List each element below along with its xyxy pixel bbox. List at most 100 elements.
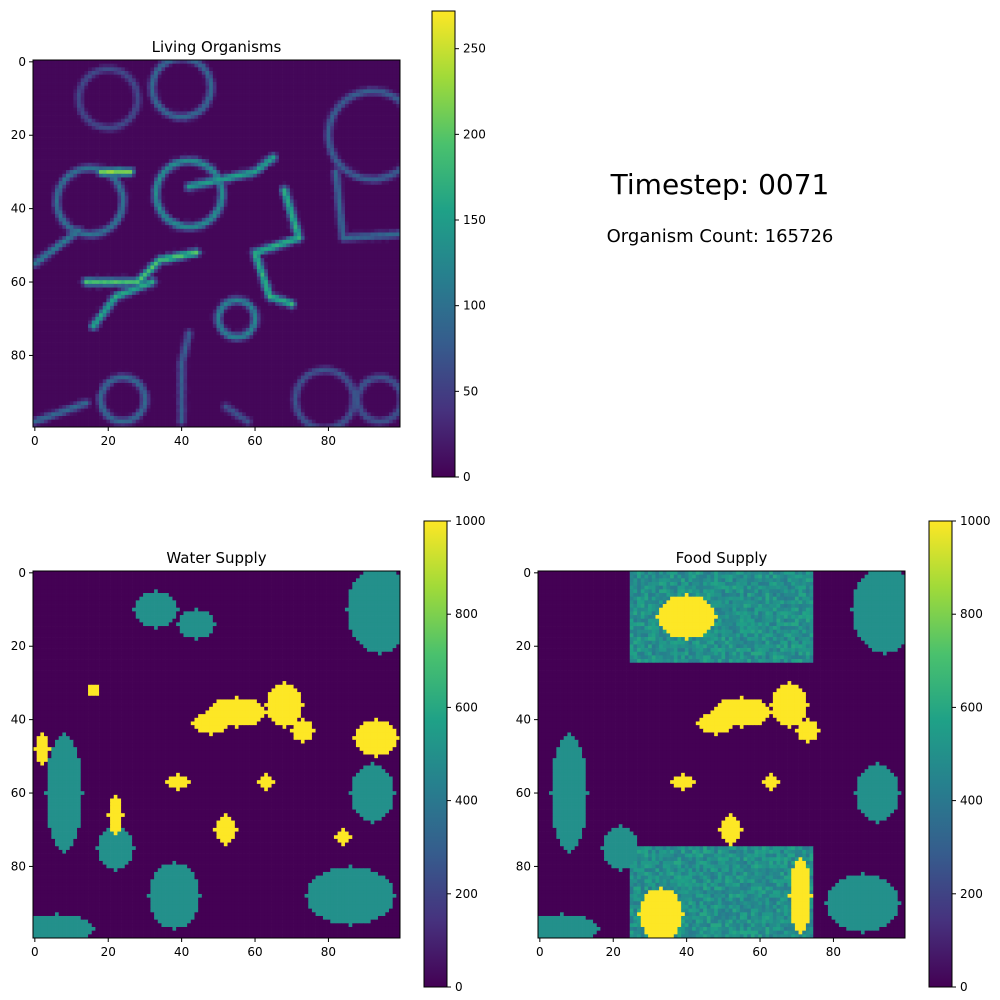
heatmap-cell [183,181,188,186]
heatmap-cell [84,100,89,105]
heatmap-cell [165,236,170,241]
heatmap-cell [212,214,217,219]
heatmap-cell [139,217,144,222]
heatmap-cell [377,225,382,230]
heatmap-cell [172,78,177,83]
heatmap-cell [44,195,49,200]
heatmap-cell [286,137,291,142]
heatmap-cell [260,188,265,193]
heatmap-cell [289,89,294,94]
heatmap-cell [190,71,195,76]
heatmap-cell [333,96,338,101]
heatmap-cell [88,82,93,87]
heatmap-cell [282,177,287,182]
heatmap-cell [216,170,221,175]
heatmap-cell [139,63,144,68]
heatmap-cell [337,192,342,197]
heatmap-cell [154,133,159,138]
heatmap-cell [315,162,320,167]
heatmap-cell [289,133,294,138]
heatmap-cell [113,177,118,182]
heatmap-cell [242,93,247,98]
heatmap-cell [388,166,394,171]
heatmap-cell [282,144,287,149]
heatmap-cell [231,140,236,145]
heatmap-cell [88,232,93,237]
heatmap-cell [396,111,401,116]
heatmap-cell [106,166,111,171]
heatmap-cell [278,162,283,167]
heatmap-cell [322,140,327,145]
heatmap-cell [297,177,302,182]
heatmap-cell [220,74,225,79]
heatmap-cell [275,221,280,226]
heatmap-cell [330,188,335,193]
heatmap-cell [135,151,140,156]
heatmap-cell [150,225,155,230]
heatmap-cell [293,96,298,101]
heatmap-cell [300,137,305,142]
heatmap-cell [55,100,60,105]
heatmap-cell [161,155,166,160]
heatmap-cell [146,104,151,109]
heatmap-cell [132,63,137,68]
heatmap-cell [275,129,280,134]
heatmap-cell [392,115,397,120]
heatmap-cell [260,151,265,156]
heatmap-cell [278,188,283,193]
heatmap-cell [300,126,305,131]
heatmap-cell [95,195,100,200]
heatmap-cell [117,74,122,79]
heatmap-cell [73,63,78,68]
heatmap-cell [381,129,386,134]
heatmap-cell [260,111,265,116]
heatmap-cell [223,67,228,72]
heatmap-cell [223,74,228,79]
heatmap-cell [370,107,375,112]
heatmap-cell [179,239,184,244]
heatmap-cell [198,129,203,134]
heatmap-cell [157,148,162,153]
heatmap-cell [77,74,82,79]
heatmap-cell [99,162,104,167]
heatmap-cell [95,111,100,116]
heatmap-cell [132,60,137,65]
heatmap-cell [238,206,243,211]
heatmap-cell [77,155,82,160]
heatmap-cell [337,126,342,131]
heatmap-cell [113,118,118,123]
heatmap-cell [80,118,85,123]
heatmap-cell [88,78,93,83]
heatmap-cell [264,155,269,160]
heatmap-cell [264,93,269,98]
heatmap-cell [62,140,67,145]
heatmap-cell [150,232,155,237]
heatmap-cell [209,71,214,76]
heatmap-cell [333,232,338,237]
heatmap-cell [95,206,100,211]
heatmap-cell [124,85,129,90]
heatmap-cell [66,137,71,142]
heatmap-cell [326,122,331,127]
heatmap-cell [183,140,188,145]
heatmap-cell [326,192,331,197]
heatmap-cell [66,111,71,116]
heatmap-cell [245,122,250,127]
heatmap-cell [73,85,78,90]
heatmap-cell [44,199,49,204]
heatmap-cell [80,170,85,175]
heatmap-cell [69,60,74,65]
heatmap-cell [201,181,206,186]
heatmap-cell [396,210,401,215]
heatmap-cell [36,236,41,241]
heatmap-cell [51,173,56,178]
heatmap-cell [168,192,173,197]
heatmap-cell [278,126,283,131]
heatmap-cell [121,232,126,237]
heatmap-cell [143,100,148,105]
heatmap-cell [139,148,144,153]
heatmap-cell [117,181,122,186]
heatmap-cell [264,140,269,145]
heatmap-cell [55,67,60,72]
heatmap-cell [319,214,324,219]
